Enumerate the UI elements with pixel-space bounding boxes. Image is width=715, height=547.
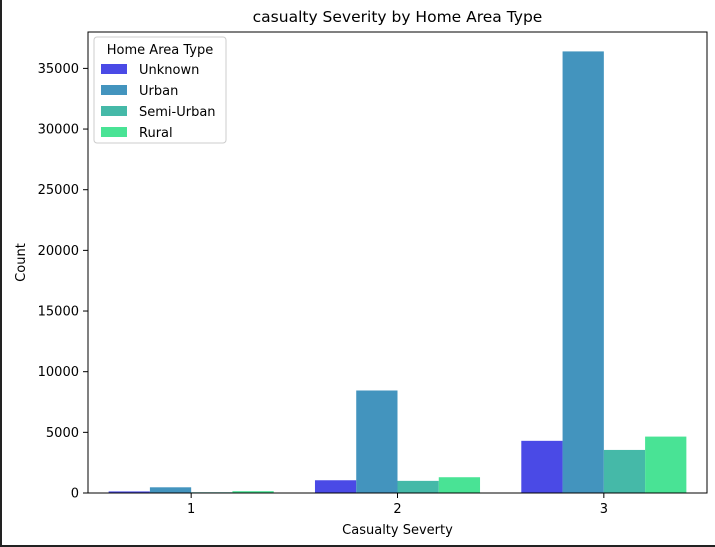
y-tick-label: 35000: [38, 62, 79, 77]
legend-swatch: [101, 106, 127, 116]
y-tick-label: 20000: [38, 244, 79, 259]
y-tick-label: 25000: [38, 183, 79, 198]
bar-urban-3: [562, 51, 604, 493]
y-tick-label: 15000: [38, 305, 79, 320]
bar-semi-urban-3: [603, 449, 646, 493]
y-tick-label: 30000: [38, 123, 79, 138]
bar-semi-urban-2: [397, 480, 439, 493]
legend-box: [93, 36, 227, 144]
bar-rural-1: [232, 491, 274, 493]
legend-label: Unknown: [139, 63, 199, 78]
bar-rural-2: [438, 477, 481, 493]
y-tick-label: 5000: [46, 426, 79, 441]
legend-label: Semi-Urban: [139, 105, 216, 120]
bars-layer: [108, 51, 687, 493]
x-tick-label: 1: [187, 502, 195, 517]
y-axis-label: Count: [14, 243, 29, 282]
bar-unknown-3: [521, 440, 563, 493]
legend-swatch: [101, 127, 127, 137]
legend-label: Rural: [139, 126, 173, 141]
legend-label: Urban: [139, 84, 178, 99]
legend-swatch: [101, 85, 127, 95]
bar-unknown-1: [108, 491, 150, 493]
x-axis-label: Casualty Severty: [342, 523, 453, 538]
bar-unknown-2: [314, 480, 357, 493]
legend-swatch: [101, 64, 127, 74]
legend: Home Area Type Unknown Urban Semi-Urban Rur…: [93, 36, 227, 144]
bar-urban-2: [356, 390, 398, 493]
legend-title: Home Area Type: [107, 43, 213, 58]
x-tick-label: 2: [393, 502, 401, 517]
y-tick-label: 10000: [38, 365, 79, 380]
x-tick-label: 3: [600, 502, 608, 517]
chart-title: casualty Severity by Home Area Type: [253, 8, 543, 26]
y-tick-label: 0: [71, 487, 79, 502]
bar-rural-3: [645, 436, 687, 493]
bar-urban-1: [149, 487, 192, 493]
axes-layer: 0 5000 10000 15000 20000 25000 30000 35000 1 2 3: [38, 31, 708, 517]
